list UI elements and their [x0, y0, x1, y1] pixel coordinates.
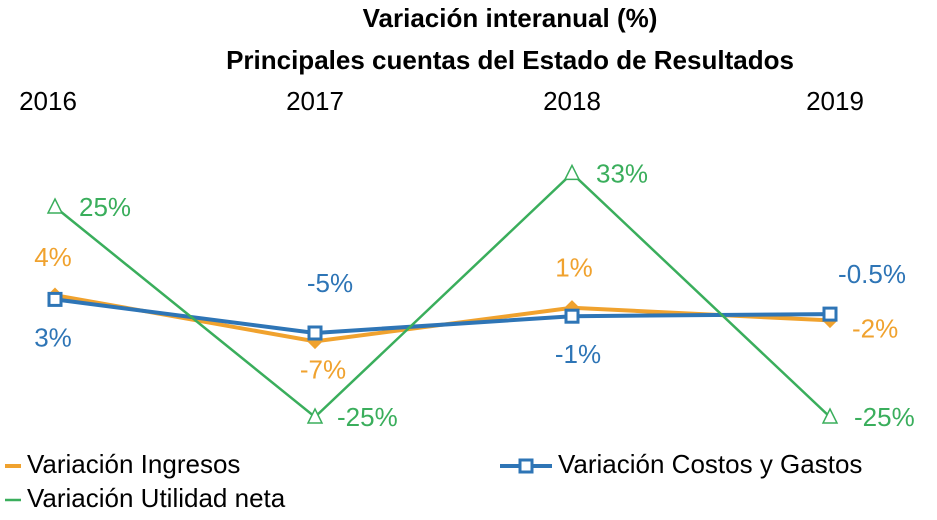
marker	[822, 306, 838, 322]
marker	[307, 325, 323, 341]
x-tick-label: 2016	[19, 86, 77, 116]
marker	[564, 308, 580, 324]
marker	[46, 197, 64, 214]
data-label: -5%	[307, 268, 353, 298]
marker	[563, 163, 581, 181]
data-label: -2%	[852, 313, 898, 343]
data-label: -1%	[555, 339, 601, 369]
data-label: 4%	[34, 242, 72, 272]
series-line	[54, 297, 831, 336]
data-label: -0.5%	[838, 259, 906, 289]
marker	[47, 291, 63, 307]
chart-subtitle: Principales cuentas del Estado de Result…	[226, 45, 794, 75]
legend-marker	[518, 458, 534, 474]
data-label: 1%	[555, 253, 593, 283]
data-label: 3%	[34, 322, 72, 352]
data-label: -7%	[300, 354, 346, 384]
data-label: -25%	[337, 402, 398, 432]
data-label: 33%	[596, 158, 648, 188]
legend-label: Variación Costos y Gastos	[558, 449, 862, 479]
data-label: 25%	[79, 192, 131, 222]
marker	[821, 407, 839, 424]
series-line	[54, 171, 831, 419]
legend-label: Variación Utilidad neta	[27, 483, 286, 513]
legend-label: Variación Ingresos	[27, 449, 240, 479]
x-tick-label: 2019	[806, 86, 864, 116]
chart-title: Variación interanual (%)	[363, 3, 658, 33]
data-label: -25%	[854, 402, 915, 432]
marker	[306, 407, 324, 424]
x-tick-label: 2018	[543, 86, 601, 116]
x-tick-label: 2017	[286, 86, 344, 116]
